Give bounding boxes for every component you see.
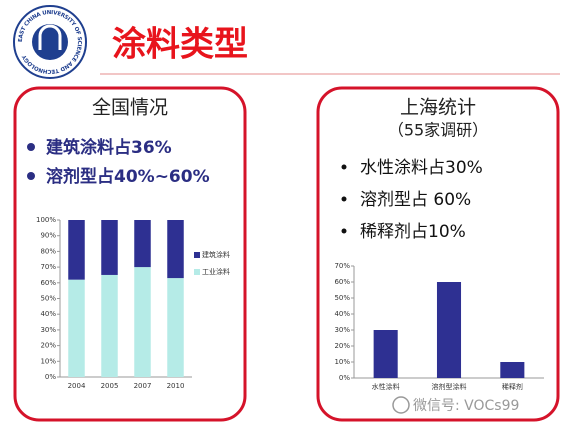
bar-segment xyxy=(101,274,118,377)
y-tick-label: 30% xyxy=(40,326,56,334)
x-tick-label: 稀释剂 xyxy=(502,382,523,391)
y-tick-label: 10% xyxy=(40,357,56,365)
y-tick-label: 100% xyxy=(36,216,56,224)
x-tick-label: 溶剂型涂料 xyxy=(432,382,467,391)
y-tick-label: 60% xyxy=(334,278,350,286)
right-subheading: （55家调研） xyxy=(388,121,488,140)
wechat-icon xyxy=(392,396,410,414)
y-tick-label: 0% xyxy=(339,374,350,382)
bar-segment xyxy=(101,220,118,275)
logo-core xyxy=(32,24,68,60)
x-tick-label: 2007 xyxy=(134,382,152,390)
x-tick-label: 2010 xyxy=(167,382,185,390)
bar xyxy=(500,362,525,378)
legend-swatch xyxy=(194,252,200,258)
y-tick-label: 70% xyxy=(334,262,350,270)
y-tick-label: 90% xyxy=(40,232,56,240)
watermark: 微信号: VOCs99 xyxy=(413,398,519,414)
bar-segment xyxy=(167,278,184,377)
bullet: 溶剂型占 60% xyxy=(360,190,471,210)
slide-title: 涂料类型 xyxy=(112,25,248,65)
y-tick-label: 50% xyxy=(40,295,56,303)
bar-segment xyxy=(68,220,85,280)
y-tick-label: 40% xyxy=(334,310,350,318)
bullet-dot xyxy=(341,196,347,202)
x-tick-label: 水性涂料 xyxy=(372,382,400,391)
bullet-dot xyxy=(27,172,35,180)
y-tick-label: 10% xyxy=(334,358,350,366)
left-heading: 全国情况 xyxy=(92,97,168,119)
y-tick-label: 80% xyxy=(40,247,56,255)
bar xyxy=(373,330,398,378)
bar-segment xyxy=(134,267,151,377)
bullet: 稀释剂占10% xyxy=(360,222,466,242)
y-tick-label: 20% xyxy=(40,342,56,350)
x-tick-label: 2004 xyxy=(68,382,86,390)
bar xyxy=(436,282,462,378)
bar-segment xyxy=(68,279,85,377)
y-tick-label: 20% xyxy=(334,342,350,350)
bullet-dot xyxy=(27,143,35,151)
legend-label: 建筑涂料 xyxy=(202,250,230,259)
right-heading: 上海统计 xyxy=(400,97,476,119)
y-tick-label: 60% xyxy=(40,279,56,287)
y-tick-label: 70% xyxy=(40,263,56,271)
y-tick-label: 40% xyxy=(40,310,56,318)
y-tick-label: 30% xyxy=(334,326,350,334)
y-tick-label: 0% xyxy=(45,373,56,381)
logo-ring xyxy=(13,5,87,79)
bullet: 水性涂料占30% xyxy=(360,158,483,178)
legend-swatch xyxy=(194,269,200,275)
bullet: 溶剂型占40%~60% xyxy=(46,166,210,187)
bullet: 建筑涂料占36% xyxy=(46,137,172,158)
bar-segment xyxy=(134,220,151,268)
legend-label: 工业涂料 xyxy=(202,267,230,276)
bullet-dot xyxy=(341,228,347,234)
y-tick-label: 50% xyxy=(334,294,350,302)
bar-segment xyxy=(167,220,184,279)
logo-mark xyxy=(38,24,62,50)
x-tick-label: 2005 xyxy=(101,382,119,390)
bullet-dot xyxy=(341,164,347,170)
